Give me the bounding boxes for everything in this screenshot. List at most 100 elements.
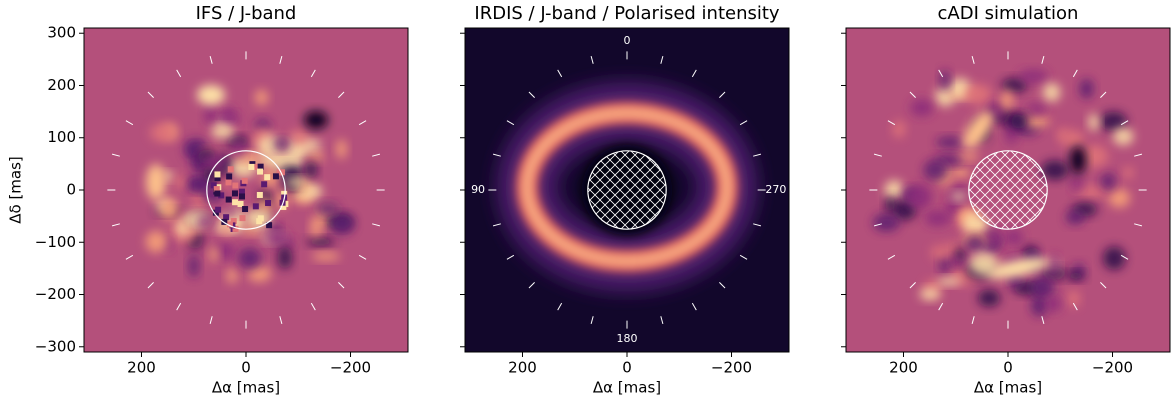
image-pixel [232, 182, 239, 189]
panel-title: cADI simulation [938, 3, 1079, 24]
image-blob [1045, 296, 1062, 312]
image-blob [310, 217, 322, 238]
x-tick-label: −200 [1092, 359, 1133, 377]
pa-tick [691, 302, 697, 311]
pa-tick [971, 55, 975, 64]
image-blob [986, 229, 1001, 246]
image-background [84, 28, 408, 352]
panel-title: IFS / J-band [196, 3, 297, 24]
x-tick-label: 200 [127, 359, 156, 377]
pa-tick [887, 120, 896, 126]
pa-tick [590, 55, 594, 64]
x-axis-label: Δα [mas] [974, 379, 1042, 397]
pa-tick [125, 120, 134, 126]
y-tick-label: 300 [47, 24, 76, 42]
image-blob [277, 246, 293, 269]
image-blob [1048, 254, 1060, 278]
y-tick-label: 200 [47, 76, 76, 94]
x-tick-label: 0 [241, 359, 251, 377]
image-blob [935, 136, 965, 149]
image-blob [953, 167, 970, 179]
image-blob [146, 164, 166, 200]
image-pixel [237, 200, 244, 207]
pa-tick [938, 69, 944, 78]
image-panel [84, 28, 408, 352]
image-pixel [257, 168, 264, 175]
y-tick-label: 0 [66, 181, 76, 199]
pa-tick [176, 302, 182, 311]
y-tick-label: −100 [35, 233, 76, 251]
image-pixel [238, 188, 245, 195]
image-blob [149, 123, 176, 142]
pa-tick [719, 91, 726, 98]
image-pixel [213, 186, 220, 193]
image-pixel [227, 166, 234, 173]
image-pixel [254, 163, 261, 170]
y-tick-label: −300 [35, 337, 76, 355]
pa-tick [338, 91, 345, 98]
image-pixel [264, 174, 271, 181]
image-blob [1067, 290, 1081, 308]
image-blob [254, 89, 269, 106]
image-blob [311, 252, 341, 261]
image-blob [188, 179, 211, 192]
pa-tick [719, 282, 726, 289]
image-pixel [266, 222, 273, 229]
x-axis-label: Δα [mas] [593, 379, 661, 397]
pa-tick [492, 153, 501, 157]
image-blob [265, 229, 289, 248]
image-blob [923, 159, 949, 182]
image-pixel [218, 192, 225, 199]
pa-tick [909, 91, 916, 98]
image-pixel [261, 181, 268, 188]
pa-tick [492, 223, 501, 227]
pa-tick [909, 282, 916, 289]
image-blob [910, 99, 934, 117]
image-blob [289, 129, 309, 146]
x-tick-label: 0 [622, 359, 632, 377]
coronagraph-mask [206, 150, 286, 230]
image-blob [1042, 82, 1061, 102]
image-blob [962, 111, 994, 149]
image-blob [1070, 146, 1086, 174]
pa-tick [279, 316, 283, 325]
image-blob [336, 139, 347, 159]
angle-label: 90 [471, 183, 485, 196]
image-pixel [279, 199, 286, 206]
pa-tick [753, 223, 762, 227]
pa-tick [506, 254, 515, 260]
image-blob [285, 177, 307, 187]
image-blob [939, 69, 951, 91]
image-pixel [230, 218, 237, 225]
image-blob [1077, 186, 1107, 198]
x-tick-label: 200 [889, 359, 918, 377]
image-blob [1108, 188, 1131, 208]
image-blob [1000, 89, 1014, 111]
image-blob [949, 256, 965, 267]
image-blob [1010, 114, 1028, 129]
pa-tick [660, 316, 664, 325]
image-pixel [242, 206, 249, 213]
coronagraph-mask [968, 150, 1048, 230]
pa-tick [358, 254, 367, 260]
pa-tick [753, 153, 762, 157]
pa-tick [528, 91, 535, 98]
image-blob [872, 213, 900, 232]
image-blob [305, 237, 335, 246]
image-pixel [214, 190, 221, 197]
image-panel [846, 28, 1170, 352]
image-blob [273, 138, 291, 150]
y-tick-label: 100 [47, 128, 76, 146]
pa-tick [1120, 120, 1129, 126]
image-blob [1001, 78, 1028, 93]
image-blob [307, 151, 324, 162]
pa-tick [372, 223, 381, 227]
image-blob [1004, 122, 1018, 145]
pa-tick [557, 69, 563, 78]
pa-tick [1072, 302, 1078, 311]
image-blob [1088, 113, 1100, 131]
image-blob [892, 120, 906, 138]
image-pixel [257, 163, 264, 170]
image-blob [919, 288, 941, 301]
image-pixel [265, 200, 272, 207]
